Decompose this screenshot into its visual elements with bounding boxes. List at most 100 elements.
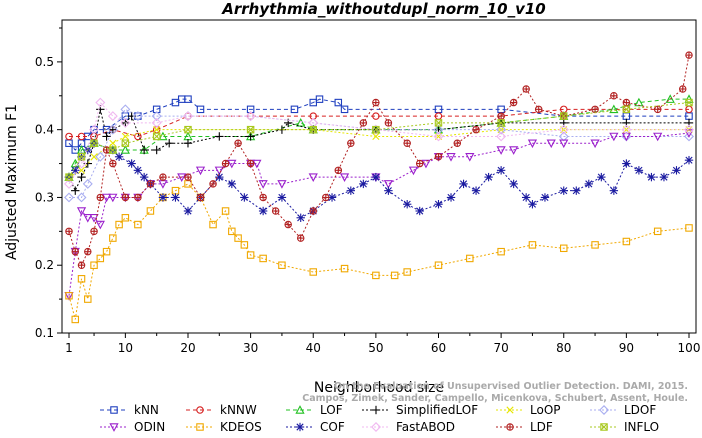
data-point-ldf bbox=[84, 247, 92, 256]
data-point-kdeos bbox=[134, 220, 142, 229]
data-point-ldf bbox=[434, 153, 443, 161]
x-axis-label: Neighborhood size bbox=[314, 380, 444, 396]
data-point-cof bbox=[359, 179, 368, 189]
data-point-ldf bbox=[372, 98, 380, 107]
data-point-ldf bbox=[259, 193, 267, 202]
data-point-ldf bbox=[184, 173, 192, 181]
data-point-kdeos bbox=[309, 268, 317, 276]
data-point-cof bbox=[227, 179, 237, 189]
data-point-knnw bbox=[77, 132, 86, 141]
data-point-fastabod bbox=[120, 117, 131, 128]
data-point-odin bbox=[258, 180, 268, 189]
data-point-ldf bbox=[622, 98, 631, 107]
y-tick-label: 0.1 bbox=[35, 326, 54, 340]
data-point-ldf bbox=[234, 139, 242, 147]
data-point-kdeos bbox=[221, 207, 230, 215]
data-point-ldf bbox=[685, 51, 693, 59]
data-point-ldf bbox=[453, 139, 462, 147]
data-point-ldf bbox=[71, 247, 80, 256]
data-point-simplifiedlof bbox=[152, 145, 161, 155]
data-point-simplifiedlof bbox=[183, 139, 193, 148]
data-point-kdeos bbox=[96, 254, 105, 263]
data-point-kdeos bbox=[390, 271, 399, 280]
data-point-cof bbox=[622, 159, 631, 168]
plot-frame bbox=[61, 19, 697, 334]
legend-item-knn: kNN bbox=[100, 403, 159, 417]
legend-label-knnw: kNNW bbox=[220, 403, 257, 417]
legend-marker-loop bbox=[506, 406, 514, 414]
data-point-knn bbox=[184, 95, 192, 103]
data-point-ldf bbox=[653, 105, 662, 114]
data-point-knnw bbox=[134, 132, 142, 141]
data-point-cof bbox=[509, 179, 518, 189]
data-point-kdeos bbox=[372, 271, 380, 280]
data-point-ldof bbox=[82, 178, 93, 189]
data-point-cof bbox=[528, 200, 537, 209]
data-point-kdeos bbox=[90, 261, 98, 269]
data-point-inflo bbox=[434, 119, 443, 127]
data-point-loop bbox=[121, 132, 129, 141]
series-line-lof bbox=[68, 98, 689, 178]
data-point-inflo bbox=[152, 132, 161, 141]
legend-marker-cof bbox=[295, 422, 305, 432]
data-point-odin bbox=[339, 173, 350, 182]
data-point-cof bbox=[127, 159, 136, 168]
data-point-inflo bbox=[372, 125, 380, 134]
data-point-ldof bbox=[132, 111, 143, 122]
data-point-fastabod bbox=[64, 178, 74, 189]
data-point-knn bbox=[196, 105, 205, 114]
data-point-kdeos bbox=[65, 291, 73, 300]
data-point-odin bbox=[559, 139, 569, 149]
data-point-ldf bbox=[284, 220, 292, 229]
x-tick-label: 30 bbox=[243, 341, 258, 355]
data-point-kdeos bbox=[146, 207, 155, 215]
data-point-kdeos bbox=[528, 241, 537, 249]
data-point-knnw bbox=[372, 112, 380, 120]
data-point-ldf bbox=[296, 234, 305, 242]
data-point-cof bbox=[114, 152, 124, 161]
data-point-odin bbox=[496, 146, 506, 155]
data-point-cof bbox=[327, 193, 337, 202]
data-point-ldf bbox=[347, 139, 355, 147]
x-tick-label: 90 bbox=[619, 341, 634, 355]
legend-item-cof: COF bbox=[286, 420, 345, 434]
data-point-cof bbox=[384, 186, 393, 195]
data-point-fastabod bbox=[621, 124, 632, 135]
legend: kNN kNNW LOF SimplifiedLOF LoOP LDOF ODIN KDEOS… bbox=[100, 403, 659, 434]
data-point-ldof bbox=[95, 151, 106, 162]
y-tick-label: 0.5 bbox=[35, 55, 54, 69]
legend-item-knnw: kNNW bbox=[186, 403, 257, 417]
data-point-odin bbox=[546, 139, 556, 149]
legend-label-ldf: LDF bbox=[530, 420, 553, 434]
data-point-odin bbox=[421, 159, 431, 169]
data-point-odin bbox=[177, 173, 187, 182]
data-point-simplifiedlof bbox=[71, 186, 80, 195]
x-tick-label: 60 bbox=[431, 341, 446, 355]
data-point-cof bbox=[139, 172, 149, 182]
data-point-kdeos bbox=[259, 254, 267, 263]
data-point-inflo bbox=[77, 153, 86, 161]
data-point-cof bbox=[258, 206, 268, 216]
data-point-ldf bbox=[77, 261, 86, 269]
data-point-simplifiedlof bbox=[77, 172, 86, 182]
data-point-ldf bbox=[121, 193, 130, 202]
data-point-fastabod bbox=[684, 124, 694, 135]
data-point-cof bbox=[446, 193, 456, 202]
data-point-kdeos bbox=[246, 251, 255, 259]
legend-item-simplifiedlof: SimplifiedLOF bbox=[362, 403, 478, 417]
data-point-odin bbox=[383, 180, 394, 189]
legend-marker-inflo bbox=[600, 423, 608, 431]
legend-marker-odin bbox=[109, 423, 119, 432]
data-point-fastabod bbox=[89, 124, 100, 135]
data-point-cof bbox=[540, 193, 550, 202]
data-point-ldf bbox=[196, 193, 205, 202]
data-point-ldf bbox=[134, 193, 142, 202]
data-point-ldf bbox=[90, 227, 98, 236]
data-point-cof bbox=[371, 172, 381, 182]
data-point-odin bbox=[653, 132, 663, 142]
data-point-inflo bbox=[121, 139, 130, 147]
data-point-cof bbox=[240, 193, 249, 202]
data-point-kdeos bbox=[102, 247, 111, 256]
data-point-cof bbox=[183, 206, 193, 216]
data-point-loop bbox=[90, 153, 98, 161]
